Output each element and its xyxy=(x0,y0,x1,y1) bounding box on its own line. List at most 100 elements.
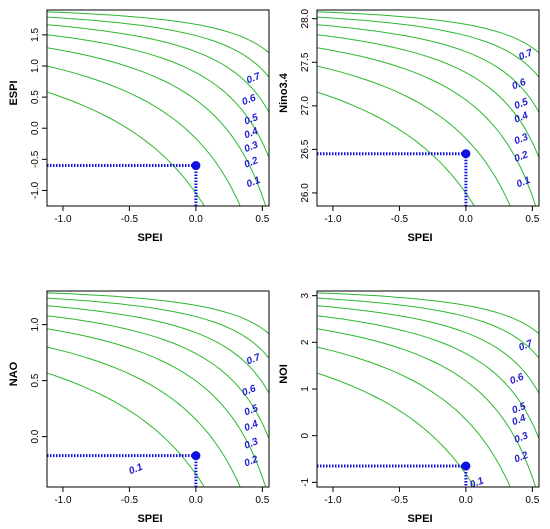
x-tick-label: 0.0 xyxy=(189,495,203,506)
contour-label: 0.5 xyxy=(243,112,260,128)
y-tick-label: 0 xyxy=(300,432,311,438)
y-tick-label: 27.5 xyxy=(300,52,311,72)
contour-label: 0.2 xyxy=(513,450,530,466)
contour-label: 0.1 xyxy=(468,475,485,491)
y-axis-label: ESPI xyxy=(8,80,20,105)
y-tick-label: 0.5 xyxy=(30,373,41,387)
plot-frame xyxy=(46,290,270,488)
contour-label: 0.6 xyxy=(508,371,525,387)
x-tick-label: 0.5 xyxy=(255,495,269,506)
contour-label: 0.6 xyxy=(241,383,258,399)
x-tick-label: -1.0 xyxy=(54,495,72,506)
contour-line-0-4 xyxy=(317,315,539,441)
contour-line-0-7 xyxy=(317,11,539,54)
y-tick-label: 1.0 xyxy=(30,317,41,331)
contour-label: 0.2 xyxy=(243,454,260,470)
contour-label: 0.6 xyxy=(511,77,528,93)
contour-line-0-4 xyxy=(317,34,539,160)
x-axis-label: SPEI xyxy=(137,232,162,244)
y-tick-label: 1 xyxy=(300,386,311,392)
contour-label: 0.5 xyxy=(511,401,528,417)
contour-line-0-5 xyxy=(47,24,269,114)
contour-line-0-4 xyxy=(47,34,269,160)
contour-label: 0.7 xyxy=(245,352,262,368)
chart-panel-nino3-4: 0.10.20.30.40.50.60.7-1.0 -0.5 0.0 0.526.02… xyxy=(278,9,540,244)
contour-label: 0.4 xyxy=(243,419,260,435)
chart-panel-espi: 0.10.20.30.40.50.60.7-1.0 -0.5 0.0 0.5-1.0-… xyxy=(8,9,270,244)
y-tick-label: 26.0 xyxy=(300,183,311,203)
x-axis-label: SPEI xyxy=(137,513,162,525)
contour-line-0-6 xyxy=(317,16,539,79)
contour-lines xyxy=(317,292,539,487)
x-tick-label: -0.5 xyxy=(391,214,409,225)
contour-lines xyxy=(47,11,269,206)
data-point-marker xyxy=(461,149,471,159)
contour-line-0-2 xyxy=(47,346,241,487)
chart-panel-nao: 0.10.20.30.40.50.60.7-1.0 -0.5 0.0 0.50.00.… xyxy=(8,290,270,525)
contour-label: 0.3 xyxy=(513,430,530,446)
contour-line-0-3 xyxy=(317,328,537,487)
contour-label: 0.4 xyxy=(513,110,530,126)
y-tick-label: 28.0 xyxy=(300,9,311,29)
plot-frame xyxy=(46,9,270,207)
data-point-marker xyxy=(191,161,201,171)
contour-line-0-2 xyxy=(47,65,241,206)
plot-frame xyxy=(316,9,540,207)
contour-label: 0.5 xyxy=(243,403,260,419)
y-tick-label: 1.5 xyxy=(30,28,41,42)
y-axis-label: Nino3.4 xyxy=(278,72,290,113)
x-axis-label: SPEI xyxy=(407,232,432,244)
x-tick-label: -0.5 xyxy=(121,495,139,506)
contour-line-0-5 xyxy=(317,305,539,395)
contour-line-0-2 xyxy=(317,65,511,206)
contour-label: 0.7 xyxy=(517,47,534,63)
contour-label: 0.4 xyxy=(511,413,528,429)
contour-label: 0.2 xyxy=(513,149,530,165)
x-tick-label: -0.5 xyxy=(121,214,139,225)
contour-line-0-1 xyxy=(47,372,205,487)
contour-line-0-4 xyxy=(47,315,269,441)
contour-line-0-6 xyxy=(47,16,269,79)
contour-label: 0.1 xyxy=(245,175,262,191)
x-tick-label: 0.5 xyxy=(525,495,539,506)
contour-line-0-7 xyxy=(47,292,269,335)
contour-line-0-7 xyxy=(317,292,539,335)
contour-line-0-3 xyxy=(47,328,267,487)
chart-panel-noi: 0.10.20.30.40.50.60.7-1.0 -0.5 0.0 0.5-1012… xyxy=(278,290,540,525)
y-tick-label: 0.0 xyxy=(30,121,41,135)
contour-line-0-1 xyxy=(47,91,205,206)
contour-label: 0.6 xyxy=(241,92,258,108)
contour-lines xyxy=(47,292,269,487)
y-tick-label: 1.0 xyxy=(30,59,41,73)
x-tick-label: -1.0 xyxy=(324,495,342,506)
contour-line-0-3 xyxy=(317,47,537,206)
contour-line-0-6 xyxy=(317,297,539,360)
y-tick-label: 26.5 xyxy=(300,139,311,159)
contour-line-0-1 xyxy=(317,372,475,487)
contour-label: 0.2 xyxy=(243,155,260,171)
contour-label: 0.7 xyxy=(517,338,534,354)
y-tick-label: 27.0 xyxy=(300,96,311,116)
contour-line-0-2 xyxy=(317,346,511,487)
contour-label: 0.1 xyxy=(127,462,144,478)
contour-line-0-6 xyxy=(47,297,269,360)
y-axis-label: NAO xyxy=(8,361,20,386)
y-tick-label: -1 xyxy=(300,477,311,486)
x-tick-label: 0.5 xyxy=(255,214,269,225)
x-tick-label: -0.5 xyxy=(391,495,409,506)
y-tick-label: 0.0 xyxy=(30,429,41,443)
x-tick-label: 0.0 xyxy=(189,214,203,225)
contour-line-0-5 xyxy=(47,305,269,395)
y-tick-label: 3 xyxy=(300,292,311,298)
y-axis-label: NOI xyxy=(278,364,290,384)
x-axis-label: SPEI xyxy=(407,513,432,525)
x-tick-label: -1.0 xyxy=(54,214,72,225)
y-tick-label: 2 xyxy=(300,339,311,345)
contour-label: 0.1 xyxy=(515,175,532,191)
x-tick-label: -1.0 xyxy=(324,214,342,225)
y-tick-label: 0.5 xyxy=(30,90,41,104)
contour-line-0-7 xyxy=(47,11,269,54)
contour-line-0-5 xyxy=(317,24,539,114)
contour-lines xyxy=(317,11,539,206)
